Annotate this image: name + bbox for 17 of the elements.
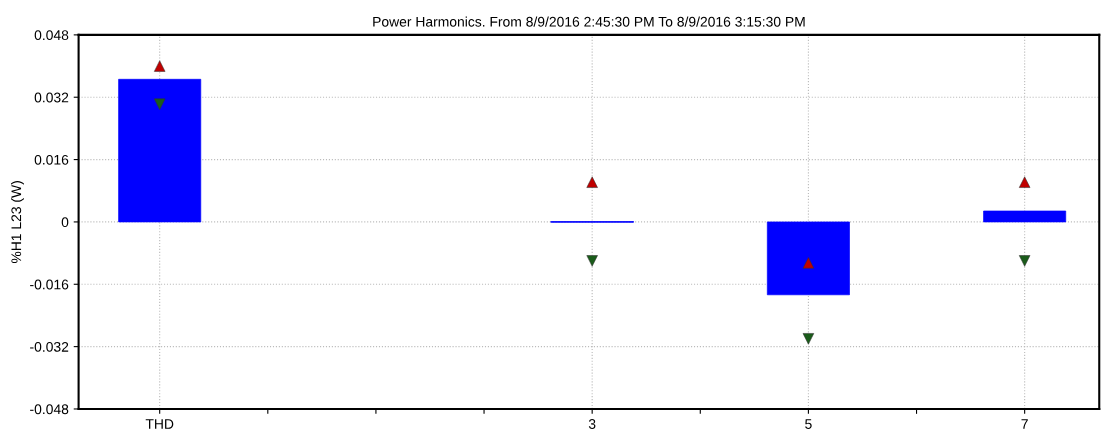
bar — [983, 210, 1067, 223]
y-tick-label: -0.032 — [30, 341, 69, 352]
x-tick-label: 5 — [805, 419, 812, 429]
y-tick-label: 0 — [61, 217, 69, 228]
y-tick-label: 0.048 — [34, 30, 69, 41]
y-tick-label: -0.016 — [30, 279, 69, 290]
x-tick-label: 7 — [1021, 419, 1028, 429]
chart-title: Power Harmonics. From 8/9/2016 2:45:30 PM To 8/9/2016 3:15:30 PM — [373, 16, 805, 27]
x-tick-label: 3 — [588, 419, 596, 429]
bar — [766, 221, 850, 296]
y-tick-label: 0.032 — [34, 92, 69, 103]
point — [586, 176, 598, 188]
y-tick-label: 0.016 — [34, 154, 69, 165]
y-tick-label: -0.048 — [30, 404, 69, 415]
y-axis-title: %H1 L23 (W) — [11, 181, 24, 264]
bar — [118, 78, 202, 223]
x-tick-label: THD — [145, 419, 174, 429]
